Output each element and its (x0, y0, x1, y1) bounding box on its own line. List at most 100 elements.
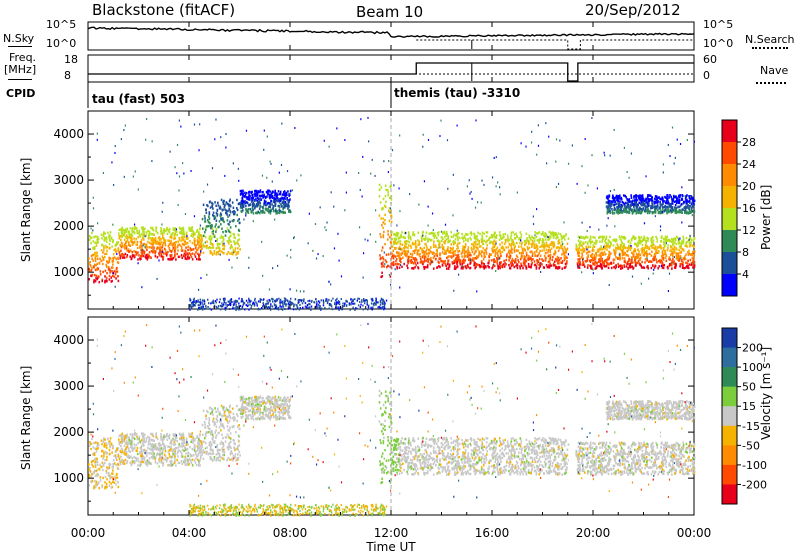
power-cell (474, 263, 477, 267)
power-cell (97, 236, 99, 239)
power-cell (96, 254, 99, 258)
power-cell (111, 245, 113, 248)
power-cell (655, 258, 658, 261)
power-cell (218, 220, 221, 223)
power-cell (160, 246, 163, 249)
power-cell (673, 266, 676, 269)
power-cell (201, 236, 203, 239)
power-cell (96, 238, 98, 241)
power-cell (502, 236, 504, 239)
power-cell (131, 229, 133, 233)
power-cell (680, 262, 683, 266)
power-cell (442, 246, 445, 250)
power-cell (654, 209, 657, 213)
power-cell (151, 241, 153, 244)
power-ground-cell (249, 301, 251, 304)
power-cell (453, 241, 456, 244)
power-ground-cell (246, 305, 249, 308)
power-cell (209, 224, 212, 228)
power-cell (692, 258, 695, 261)
power-cell (496, 246, 499, 249)
power-cell (674, 241, 676, 244)
power-ground-cell (286, 303, 288, 306)
power-cell (486, 244, 489, 247)
power-cell (621, 210, 624, 213)
power-cell (523, 257, 526, 261)
power-ground-cell (350, 298, 352, 301)
power-cell (227, 215, 229, 218)
power-cell (276, 212, 278, 215)
power-cell (625, 205, 628, 209)
power-cell (487, 238, 490, 242)
power-cell (278, 211, 281, 215)
power-cell (152, 229, 155, 232)
power-cell (677, 205, 679, 209)
power-cell (476, 234, 478, 238)
power-cell (276, 195, 278, 198)
power-ground-cell (198, 301, 201, 304)
power-cell (443, 252, 446, 255)
power-cell (646, 208, 649, 212)
power-cell (528, 235, 531, 239)
power-ground-cell (304, 305, 307, 308)
power-cell (133, 237, 135, 240)
power-cell (198, 232, 200, 235)
power-cell (96, 262, 99, 266)
power-ground-cell (330, 304, 332, 307)
power-cell (630, 194, 632, 197)
power-cell (244, 200, 247, 203)
power-cell (644, 252, 646, 255)
power-cell (275, 192, 278, 195)
power-cell (471, 259, 474, 262)
power-cell (448, 265, 451, 268)
power-cell (105, 237, 108, 241)
power-cell (244, 201, 247, 205)
power-cell (100, 233, 103, 236)
power-cell (454, 238, 457, 241)
power-cell (673, 207, 676, 211)
power-cell (182, 230, 185, 234)
power-ground-cell (265, 305, 268, 308)
power-noise-cell (176, 143, 179, 146)
power-ground-cell (202, 303, 204, 306)
power-cell (586, 258, 589, 261)
power-ground-cell (199, 306, 201, 309)
power-cell (162, 258, 164, 261)
power-cell (543, 234, 545, 237)
power-cell (463, 255, 466, 258)
power-ground-cell (189, 297, 191, 300)
power-cell (675, 254, 678, 258)
power-cell (233, 212, 236, 216)
power-cell (181, 249, 184, 252)
power-cell (615, 249, 617, 252)
power-cell (207, 246, 210, 250)
power-cell (213, 215, 216, 218)
power-cell (110, 276, 113, 279)
power-cell (255, 202, 258, 206)
power-ground-cell (240, 308, 242, 311)
power-cell (245, 201, 248, 204)
power-cell (150, 246, 152, 249)
power-cell (669, 203, 672, 207)
power-cell (246, 210, 249, 214)
power-cell (686, 206, 688, 209)
power-cell (618, 235, 621, 238)
power-cell (617, 199, 620, 203)
power-cell (654, 252, 657, 256)
power-cell (606, 261, 609, 265)
power-cell (251, 190, 253, 194)
power-cell (474, 266, 476, 270)
power-ground-cell (205, 307, 207, 310)
power-cell (585, 235, 587, 239)
power-ground-cell (356, 299, 359, 302)
power-cell (230, 240, 232, 244)
power-cell (535, 267, 538, 270)
power-ground-cell (265, 304, 267, 307)
power-cell (263, 203, 265, 206)
power-cell (665, 201, 668, 205)
power-cell (209, 206, 212, 209)
power-cell (232, 212, 235, 216)
power-cell (180, 248, 183, 251)
power-cell (501, 245, 504, 248)
power-cell (154, 250, 157, 253)
